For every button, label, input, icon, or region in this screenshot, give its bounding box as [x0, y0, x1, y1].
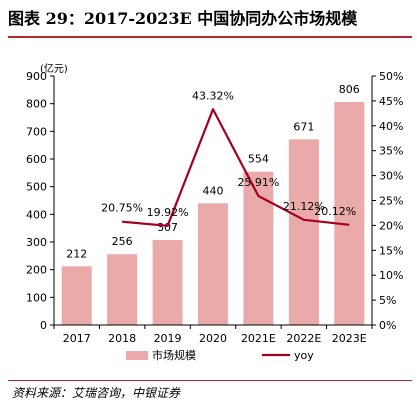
- bar-2023E: [334, 102, 365, 325]
- bar-value-label: 671: [293, 120, 314, 133]
- legend-label-yoy: yoy: [294, 349, 314, 362]
- y-left-tick-label: 0: [40, 319, 47, 332]
- x-tick-label: 2023E: [332, 332, 367, 345]
- bar-2021E: [243, 171, 274, 325]
- x-tick-label: 2022E: [286, 332, 321, 345]
- y-right-tick-label: 5%: [379, 294, 396, 307]
- bar-value-label: 440: [203, 184, 224, 197]
- bar-value-label: 256: [112, 235, 133, 248]
- y-right-tick-label: 20%: [379, 219, 403, 232]
- title-rule: [8, 36, 412, 38]
- y-right-tick-label: 40%: [379, 120, 403, 133]
- y-right-tick-label: 30%: [379, 170, 403, 183]
- y-right-tick-label: 45%: [379, 95, 403, 108]
- y-right-tick-label: 15%: [379, 244, 403, 257]
- y-left-tick-label: 100: [26, 291, 47, 304]
- y-left-tick-label: 700: [26, 125, 47, 138]
- yoy-value-label: 20.75%: [101, 202, 143, 215]
- legend-swatch-market-size: [126, 351, 148, 360]
- bar-2019: [152, 240, 183, 325]
- y-left-tick-label: 900: [26, 70, 47, 83]
- figure-title: 图表 29：2017-2023E 中国协同办公市场规模: [8, 9, 358, 28]
- x-tick-label: 2017: [63, 332, 91, 345]
- x-tick-label: 2021E: [241, 332, 276, 345]
- y-right-tick-label: 0%: [379, 319, 396, 332]
- x-tick-label: 2018: [108, 332, 136, 345]
- x-tick-label: 2020: [199, 332, 227, 345]
- x-tick-label: 2019: [154, 332, 182, 345]
- y-right-tick-label: 10%: [379, 269, 403, 282]
- source-rule: [8, 380, 412, 381]
- bar-value-label: 806: [339, 83, 360, 96]
- source-note: 资料来源：艾瑞咨询，中银证券: [12, 386, 181, 400]
- y-left-tick-label: 500: [26, 181, 47, 194]
- yoy-value-label: 19.92%: [147, 206, 189, 219]
- y-left-tick-label: 600: [26, 153, 47, 166]
- y-left-tick-label: 800: [26, 98, 47, 111]
- bar-2017: [61, 266, 92, 325]
- y-left-tick-label: 400: [26, 208, 47, 221]
- y-left-tick-label: 300: [26, 236, 47, 249]
- y-right-tick-label: 50%: [379, 70, 403, 83]
- yoy-line: [122, 108, 350, 227]
- y-left-axis-label: (亿元): [40, 62, 68, 75]
- yoy-value-label: 20.12%: [314, 205, 356, 218]
- bar-value-label: 212: [66, 247, 87, 260]
- legend-label-market-size: 市场规模: [152, 348, 196, 362]
- y-left-tick-label: 200: [26, 264, 47, 277]
- bar-value-label: 554: [248, 153, 269, 166]
- yoy-value-label: 25.91%: [237, 176, 279, 189]
- y-right-tick-label: 25%: [379, 195, 403, 208]
- bar-2020: [198, 203, 228, 325]
- yoy-value-label: 43.32%: [192, 89, 234, 102]
- bar-2022E: [288, 139, 319, 325]
- bar-2018: [107, 254, 138, 325]
- yoy-value-label: 21.12%: [283, 200, 325, 213]
- y-right-tick-label: 35%: [379, 145, 403, 158]
